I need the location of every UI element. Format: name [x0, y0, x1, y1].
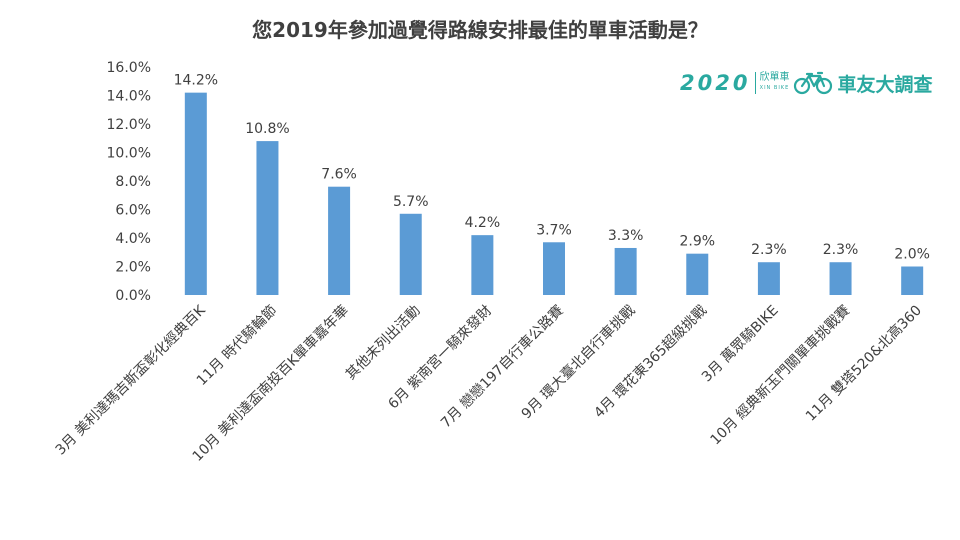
category-label: 3月 美利達瑪吉斯盃彰化經典百K: [52, 301, 209, 458]
y-tick-label: 14.0%: [107, 89, 151, 105]
data-label: 10.8%: [245, 121, 289, 137]
bar: [614, 247, 637, 295]
logo-year: 2020: [680, 71, 751, 95]
y-tick-label: 6.0%: [115, 203, 151, 219]
data-label: 2.3%: [751, 242, 787, 258]
data-label: 2.0%: [894, 247, 930, 263]
data-label: 2.3%: [823, 242, 859, 258]
bar: [901, 266, 924, 295]
bar: [184, 92, 207, 296]
logo-brand-name: 欣單車: [759, 72, 790, 83]
logo-text: 車友大調查: [837, 73, 933, 96]
y-tick-label: 0.0%: [115, 288, 151, 304]
category-label: 3月 萬眾騎BIKE: [699, 303, 782, 386]
category-label: 9月 環大臺北自行車挑戰: [518, 302, 638, 422]
logo-brand: 欣單車 XIN BIKE: [755, 72, 789, 94]
category-label: 10月 美利達盃南投百K單車嘉年華: [189, 302, 352, 465]
bar: [328, 186, 351, 295]
bar: [829, 262, 852, 295]
data-label: 2.9%: [679, 234, 715, 250]
y-tick-label: 16.0%: [107, 60, 151, 76]
bar: [686, 253, 709, 295]
category-label: 其他未列出活動: [343, 303, 424, 384]
data-label: 3.3%: [608, 228, 644, 244]
y-axis: 0.0% 2.0% 4.0% 6.0% 8.0% 10.0% 12.0% 14.0% 16.0%: [107, 60, 151, 304]
y-tick-label: 12.0%: [107, 117, 151, 133]
data-label: 7.6%: [321, 167, 357, 183]
bar: [757, 262, 780, 295]
chart-title: 您2019年參加過覺得路線安排最佳的單車活動是？: [252, 18, 708, 42]
survey-logo: 2020 欣單車 XIN BIKE 車友大調查: [680, 68, 932, 98]
bar: [543, 242, 565, 295]
category-label: 10月 經典新玉門關單車挑戰賽: [707, 302, 854, 449]
data-label: 4.2%: [465, 215, 501, 231]
bar: [256, 141, 279, 295]
logo-brand-sub: XIN BIKE: [759, 85, 790, 91]
data-label: 14.2%: [174, 73, 218, 89]
category-label: 7月 戀戀197自行車公路賽: [437, 302, 566, 431]
y-tick-label: 4.0%: [115, 231, 151, 247]
bars: 14.2% 10.8% 7.6% 5.7% 4.2% 3.7% 3.3% 2.9% 2.3% 2.…: [174, 73, 930, 296]
bar: [471, 235, 494, 295]
category-label: 11月 雙塔520&北高360: [802, 302, 925, 425]
bar: [399, 213, 422, 295]
data-label: 3.7%: [536, 222, 572, 238]
y-tick-label: 10.0%: [107, 146, 151, 162]
bicycle-icon: [794, 71, 833, 95]
y-tick-label: 8.0%: [115, 174, 151, 190]
data-label: 5.7%: [393, 194, 429, 210]
y-tick-label: 2.0%: [115, 260, 151, 276]
